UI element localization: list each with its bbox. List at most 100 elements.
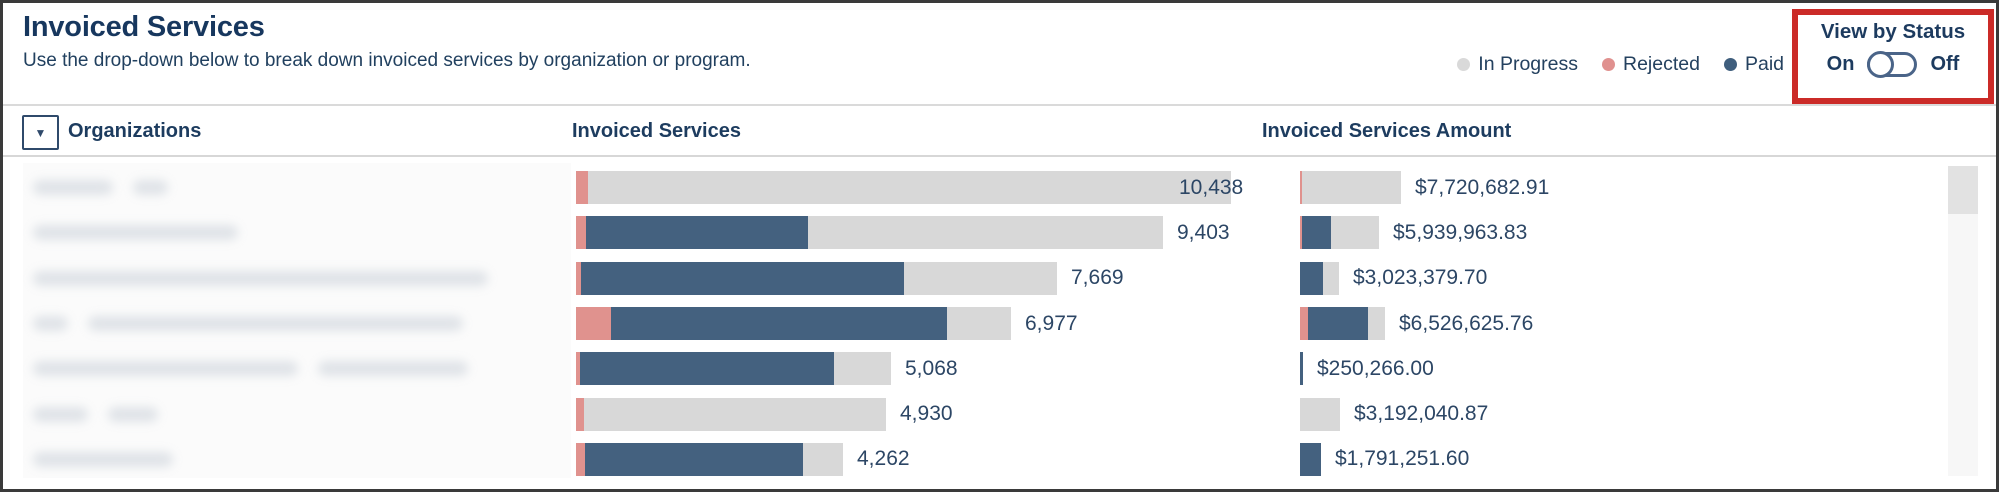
bar-segment-rejected[interactable] [576, 216, 586, 250]
invoiced-services-cell: 5,068 [576, 346, 958, 391]
column-header-organizations[interactable]: Organizations [68, 120, 202, 142]
bar-segment-rejected[interactable] [576, 442, 585, 476]
invoiced-services-bar[interactable] [576, 171, 1231, 205]
bar-segment-rejected[interactable] [576, 261, 581, 295]
bar-segment-rejected[interactable] [1300, 216, 1302, 250]
organization-cell-blurred[interactable] [23, 210, 571, 255]
vertical-scrollbar[interactable] [1948, 166, 1978, 476]
organization-cell-blurred[interactable] [23, 437, 571, 482]
invoiced-services-cell: 4,930 [576, 391, 953, 436]
invoiced-services-bar[interactable] [576, 442, 843, 476]
bar-segment-rejected[interactable] [576, 397, 584, 431]
bar-segment-in-progress[interactable] [1368, 307, 1385, 341]
toggle-on-label: On [1826, 53, 1855, 75]
bar-segment-in-progress[interactable] [1302, 171, 1401, 205]
invoiced-amount-cell: $6,526,625.76 [1300, 301, 1533, 346]
column-header-invoiced-services-amount[interactable]: Invoiced Services Amount [1262, 120, 1512, 142]
table-row[interactable]: 4,930 $3,192,040.87 [3, 391, 1996, 436]
bar-segment-paid[interactable] [581, 261, 904, 295]
invoiced-services-value: 4,930 [900, 402, 953, 426]
invoiced-amount-bar[interactable] [1300, 171, 1401, 205]
bar-segment-paid[interactable] [586, 216, 808, 250]
table-row[interactable]: 9,403 $5,939,963.83 [3, 210, 1996, 255]
invoiced-services-cell: 10,438 [576, 165, 1243, 210]
table-rows: 10,438 $7,720,682.91 9,403 $5,939,963.83… [3, 165, 1996, 482]
invoiced-amount-value: $3,023,379.70 [1353, 266, 1488, 290]
bar-segment-paid[interactable] [1308, 307, 1368, 341]
organization-cell-blurred[interactable] [23, 256, 571, 301]
bar-segment-paid[interactable] [1302, 216, 1331, 250]
bar-segment-in-progress[interactable] [584, 397, 886, 431]
invoiced-amount-cell: $250,266.00 [1300, 346, 1434, 391]
organizations-dropdown-button[interactable]: ▼ [22, 115, 59, 150]
bar-segment-in-progress[interactable] [1323, 261, 1339, 295]
invoiced-amount-cell: $5,939,963.83 [1300, 210, 1527, 255]
blurred-org-name [108, 406, 158, 422]
invoiced-services-bar[interactable] [576, 397, 886, 431]
organization-cell-blurred[interactable] [23, 301, 571, 346]
organization-cell-blurred[interactable] [23, 165, 571, 210]
blurred-org-name [33, 270, 488, 286]
legend-label: Rejected [1623, 53, 1700, 75]
bar-segment-in-progress[interactable] [588, 171, 1231, 205]
organization-cell-blurred[interactable] [23, 346, 571, 391]
legend-dot-icon [1723, 58, 1737, 71]
table-row[interactable]: 7,669 $3,023,379.70 [3, 256, 1996, 301]
bar-segment-in-progress[interactable] [904, 261, 1057, 295]
bar-segment-in-progress[interactable] [803, 442, 843, 476]
invoiced-amount-cell: $3,023,379.70 [1300, 256, 1487, 301]
bar-segment-paid[interactable] [580, 352, 834, 386]
invoiced-amount-bar[interactable] [1300, 352, 1303, 386]
bar-segment-rejected[interactable] [1300, 307, 1308, 341]
invoiced-services-value: 10,438 [1179, 175, 1244, 199]
column-header-invoiced-services[interactable]: Invoiced Services [572, 120, 741, 142]
bar-segment-rejected[interactable] [1300, 171, 1302, 205]
invoiced-amount-bar[interactable] [1300, 307, 1385, 341]
invoiced-services-bar[interactable] [576, 261, 1057, 295]
bar-segment-rejected[interactable] [576, 352, 580, 386]
bar-segment-in-progress[interactable] [834, 352, 891, 386]
bar-segment-in-progress[interactable] [947, 307, 1011, 341]
bar-segment-paid[interactable] [1300, 442, 1321, 476]
invoiced-services-bar[interactable] [576, 307, 1011, 341]
organization-cell-blurred[interactable] [23, 391, 571, 436]
bar-segment-paid[interactable] [1300, 352, 1303, 386]
bar-segment-in-progress[interactable] [808, 216, 1163, 250]
legend-dot-icon [1457, 58, 1471, 71]
bar-segment-paid[interactable] [611, 307, 947, 341]
organizations-blurred-panel [23, 163, 571, 478]
invoiced-services-bar[interactable] [576, 216, 1163, 250]
bar-segment-rejected[interactable] [576, 171, 588, 205]
invoiced-amount-value: $3,192,040.87 [1354, 402, 1489, 426]
invoiced-amount-value: $7,720,682.91 [1415, 175, 1550, 199]
invoiced-amount-cell: $7,720,682.91 [1300, 165, 1549, 210]
bar-segment-paid[interactable] [585, 442, 803, 476]
blurred-org-name [88, 316, 463, 332]
table-row[interactable]: 4,262 $1,791,251.60 [3, 437, 1996, 482]
legend-item-rejected[interactable]: Rejected [1602, 53, 1700, 76]
legend-item-in-progress[interactable]: In Progress [1457, 53, 1578, 76]
bar-segment-in-progress[interactable] [1300, 397, 1340, 431]
invoiced-services-value: 4,262 [857, 447, 910, 471]
view-by-status-toggle[interactable] [1867, 51, 1918, 78]
invoiced-amount-bar[interactable] [1300, 397, 1340, 431]
invoiced-amount-cell: $3,192,040.87 [1300, 391, 1488, 436]
table-row[interactable]: 6,977 $6,526,625.76 [3, 301, 1996, 346]
blurred-org-name [33, 180, 113, 196]
legend-item-paid[interactable]: Paid [1723, 53, 1784, 76]
table-row[interactable]: 10,438 $7,720,682.91 [3, 165, 1996, 210]
header-divider [3, 104, 1996, 106]
legend-dot-icon [1602, 58, 1615, 71]
invoiced-amount-value: $250,266.00 [1317, 356, 1434, 380]
bar-segment-rejected[interactable] [576, 307, 611, 341]
invoiced-amount-bar[interactable] [1300, 216, 1379, 250]
toggle-knob-icon [1867, 51, 1895, 78]
invoiced-services-bar[interactable] [576, 352, 891, 386]
blurred-org-name [33, 225, 238, 241]
invoiced-amount-bar[interactable] [1300, 261, 1339, 295]
bar-segment-in-progress[interactable] [1331, 216, 1379, 250]
table-row[interactable]: 5,068 $250,266.00 [3, 346, 1996, 391]
bar-segment-paid[interactable] [1300, 261, 1323, 295]
scrollbar-thumb[interactable] [1948, 166, 1978, 214]
invoiced-amount-bar[interactable] [1300, 442, 1321, 476]
